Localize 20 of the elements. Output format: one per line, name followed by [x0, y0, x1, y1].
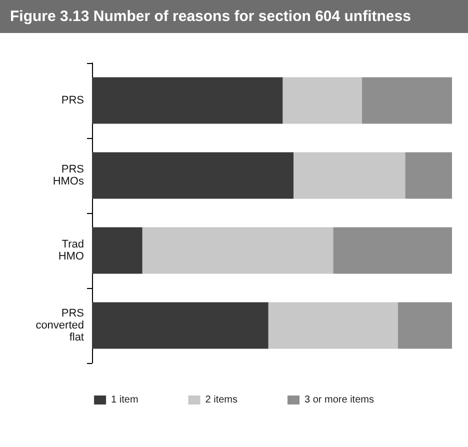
bar: [92, 302, 268, 349]
y-tick-label: PRS converted flat: [36, 308, 84, 344]
bar: [398, 302, 452, 349]
legend-label: 1 item: [111, 394, 138, 406]
bar: [92, 227, 142, 274]
legend-label: 2 items: [205, 394, 238, 406]
bar: [405, 152, 452, 199]
bar: [142, 227, 334, 274]
bar: [268, 302, 398, 349]
bar: [362, 77, 452, 124]
y-tick-label: PRS: [61, 94, 84, 106]
bar: [92, 152, 294, 199]
legend-label: 3 or more items: [304, 394, 374, 406]
bar: [282, 77, 362, 124]
bar: [333, 227, 452, 274]
chart-title: Figure 3.13 Number of reasons for section 604 unfitness: [0, 0, 468, 33]
bar: [294, 152, 406, 199]
y-tick-label: PRS HMOs: [52, 164, 84, 188]
y-tick-label: Trad HMO: [58, 238, 84, 262]
bar: [92, 77, 283, 124]
